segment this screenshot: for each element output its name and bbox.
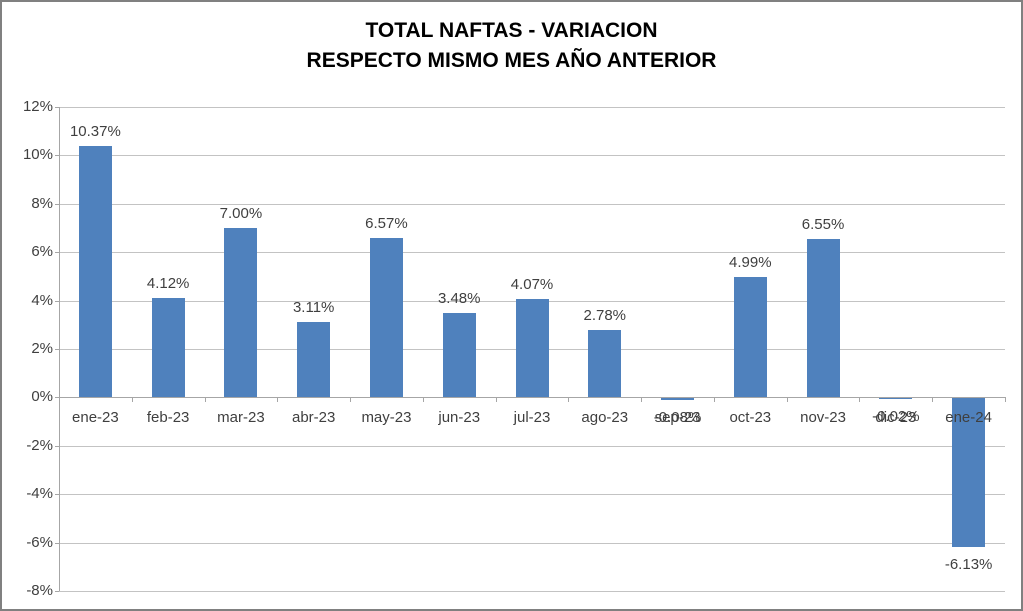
- y-axis-tick: [55, 107, 59, 108]
- data-label-jul-23: 4.07%: [510, 275, 554, 293]
- data-label-nov-23: 6.55%: [801, 215, 845, 233]
- y-axis-tick-label: 10%: [22, 146, 53, 164]
- data-label-ene-23: 10.37%: [69, 123, 121, 141]
- category-label-ene-23: ene-23: [72, 409, 119, 427]
- category-label-mar-23: mar-23: [217, 409, 265, 427]
- x-axis-tick: [713, 397, 715, 403]
- y-axis-tick-label: 6%: [31, 243, 53, 261]
- y-gridline: [59, 445, 1005, 447]
- y-gridline: [59, 397, 1005, 399]
- bar-jul-23: [515, 298, 549, 398]
- chart-title: TOTAL NAFTAS - VARIACION: [365, 19, 658, 42]
- y-axis-tick: [55, 252, 59, 254]
- bar-ene-24: [952, 398, 986, 547]
- x-axis-tick: [59, 397, 60, 403]
- y-axis-tick-label: 12%: [22, 98, 53, 115]
- x-axis-tick: [204, 397, 206, 403]
- x-axis-tick: [1005, 397, 1006, 403]
- bar-feb-23: [151, 297, 185, 398]
- y-gridline: [59, 107, 1005, 108]
- y-axis-tick-label: -2%: [26, 436, 53, 454]
- y-axis-tick: [55, 349, 59, 350]
- bar-nov-23: [806, 238, 840, 398]
- x-axis-tick: [786, 397, 788, 403]
- y-axis-tick: [55, 542, 59, 544]
- x-axis-tick: [932, 397, 934, 403]
- y-axis-tick-label: -6%: [26, 533, 53, 551]
- category-label-nov-23: nov-23: [800, 409, 846, 427]
- y-axis-tick: [55, 494, 59, 496]
- bar-mar-23: [224, 228, 258, 398]
- y-axis-line: [59, 107, 60, 591]
- category-label-jul-23: jul-23: [513, 409, 551, 427]
- x-axis-tick: [277, 397, 279, 403]
- bar-oct-23: [733, 276, 767, 398]
- y-axis-tick: [55, 397, 59, 399]
- data-label-dic-23: -0.02%: [872, 407, 920, 425]
- category-label-oct-23: oct-23: [729, 409, 772, 427]
- y-gridline: [59, 494, 1005, 496]
- x-axis-tick: [422, 397, 424, 403]
- data-label-ago-23: 2.78%: [583, 307, 627, 325]
- y-axis-tick-label: 2%: [31, 340, 53, 357]
- data-label-may-23: 6.57%: [365, 215, 408, 233]
- y-axis-tick: [55, 155, 59, 157]
- y-axis-tick-label: 8%: [31, 194, 53, 212]
- y-axis-tick: [55, 300, 59, 302]
- y-axis-tick: [55, 591, 59, 592]
- category-label-abr-23: abr-23: [292, 409, 336, 427]
- category-label-dic-23: dic-23: [875, 409, 917, 427]
- y-axis-tick: [55, 203, 59, 205]
- bar-ago-23: [588, 330, 622, 398]
- y-axis-tick-label: 0%: [31, 388, 53, 406]
- y-axis-tick-label: -4%: [26, 485, 53, 503]
- category-label-sep-23: sep-23: [654, 409, 701, 427]
- data-label-sep-23: -0.08%: [653, 409, 702, 427]
- x-axis-tick: [859, 397, 861, 403]
- y-gridline: [59, 252, 1005, 254]
- category-label-jun-23: jun-23: [438, 409, 481, 427]
- x-axis-tick: [350, 397, 352, 403]
- bar-may-23: [369, 238, 403, 398]
- y-gridline: [59, 155, 1005, 157]
- category-label-ago-23: ago-23: [581, 409, 629, 427]
- x-axis-tick: [131, 397, 133, 403]
- y-axis-tick-label: -8%: [26, 582, 53, 599]
- data-label-jun-23: 3.48%: [437, 290, 481, 308]
- chart-subtitle: RESPECTO MISMO MES AÑO ANTERIOR: [306, 49, 717, 72]
- category-label-may-23: may-23: [361, 409, 412, 427]
- category-label-ene-24: ene-24: [945, 409, 992, 427]
- x-axis-tick: [495, 397, 497, 403]
- data-label-oct-23: 4.99%: [729, 253, 772, 271]
- x-axis-tick: [641, 397, 643, 403]
- x-axis-tick: [568, 397, 570, 403]
- y-axis-tick: [55, 445, 59, 447]
- bar-sep-23: [661, 398, 695, 401]
- bar-ene-23: [78, 146, 112, 398]
- bar-dic-23: [879, 398, 913, 399]
- y-axis-tick-label: 4%: [31, 291, 53, 309]
- data-label-ene-24: -6.13%: [944, 555, 993, 573]
- y-gridline: [59, 203, 1005, 205]
- chart-title-block: TOTAL NAFTAS - VARIACION RESPECTO MISMO …: [2, 16, 1021, 76]
- data-label-feb-23: 4.12%: [146, 274, 190, 292]
- bar-jun-23: [442, 313, 476, 398]
- data-label-abr-23: 3.11%: [292, 299, 335, 317]
- data-label-mar-23: 7.00%: [219, 205, 263, 222]
- bar-abr-23: [297, 322, 331, 398]
- y-gridline: [59, 542, 1005, 544]
- category-label-feb-23: feb-23: [146, 409, 190, 427]
- y-gridline: [59, 591, 1005, 592]
